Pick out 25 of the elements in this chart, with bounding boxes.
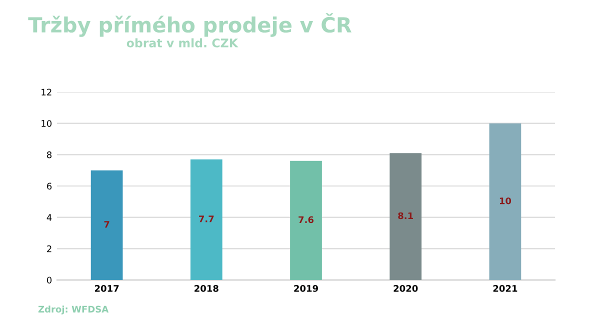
bar xyxy=(390,153,422,280)
y-tick-label: 12 xyxy=(42,88,52,96)
x-tick-label: 2019 xyxy=(294,285,318,292)
x-tick-label: 2017 xyxy=(94,285,119,292)
chart-title: Tržby přímého prodeje v ČR xyxy=(28,13,352,37)
y-tick-label: 0 xyxy=(46,276,52,284)
text: Zdroj: WFDSA xyxy=(38,306,109,314)
y-tick-label: 8 xyxy=(47,151,52,158)
chart-subtitle: obrat v mld. CZK xyxy=(126,38,238,48)
data-label: 7 xyxy=(104,221,110,228)
data-label: 7.7 xyxy=(199,216,214,222)
y-tick-label: 2 xyxy=(47,245,52,252)
data-label: 8.1 xyxy=(398,212,413,220)
y-tick-label: 4 xyxy=(46,214,52,221)
x-tick-label: 2020 xyxy=(394,285,418,292)
bar xyxy=(190,159,222,280)
bar xyxy=(90,170,123,280)
x-tick-label: 2021 xyxy=(493,285,518,292)
x-tick-label: 2018 xyxy=(194,285,218,292)
bar xyxy=(489,123,522,280)
bar xyxy=(290,160,322,280)
y-tick-label: 10 xyxy=(42,120,52,127)
data-label: 7.6 xyxy=(298,216,314,224)
data-label: 10 xyxy=(500,197,512,204)
y-tick-label: 6 xyxy=(47,182,52,190)
